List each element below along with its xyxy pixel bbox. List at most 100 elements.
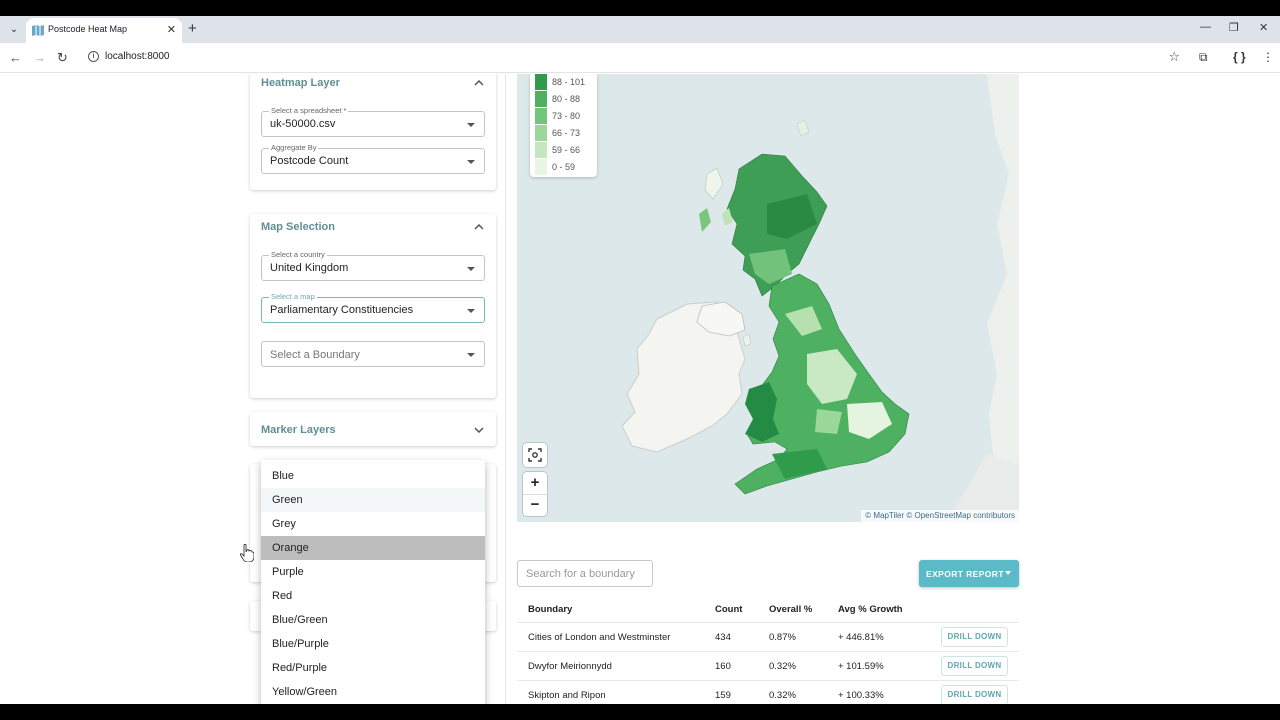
legend-swatch (535, 159, 547, 175)
url-text[interactable]: localhost:8000 (105, 51, 170, 62)
legend-item: 88 - 101 (535, 74, 597, 90)
cell-boundary: Cities of London and Westminster (528, 632, 671, 643)
tab-close-icon[interactable]: ✕ (166, 24, 176, 36)
legend-range: 59 - 66 (552, 145, 581, 155)
country-select[interactable]: Select a country United Kingdom (261, 250, 485, 281)
chevron-down-icon (1005, 571, 1011, 575)
aggregate-select[interactable]: Aggregate By Postcode Count (261, 143, 485, 174)
address-bar[interactable]: i localhost:8000 ☆ (82, 45, 1190, 70)
legend-range: 0 - 59 (552, 162, 576, 172)
cell-growth: + 100.33% (838, 690, 884, 701)
map-select[interactable]: Select a map Parliamentary Constituencie… (261, 292, 485, 323)
dropdown-option-green[interactable]: Green (261, 488, 485, 512)
dropdown-option-blue[interactable]: Blue (272, 470, 295, 482)
menu-kebab-icon[interactable]: ⋮ (1262, 50, 1274, 64)
devtools-extension-icon[interactable]: { } (1233, 50, 1246, 64)
zoom-in-button[interactable]: + (530, 474, 540, 491)
spreadsheet-value: uk-50000.csv (270, 118, 336, 130)
legend-swatch (535, 74, 547, 90)
column-header-overall[interactable]: Overall % (769, 604, 813, 615)
dropdown-option-orange[interactable]: Orange (261, 536, 485, 560)
drill-down-button[interactable]: DRILL DOWN (941, 685, 1008, 704)
column-header-boundary[interactable]: Boundary (528, 604, 573, 615)
chevron-down-icon[interactable] (474, 427, 484, 433)
legend-range: 73 - 80 (552, 111, 581, 121)
new-tab-icon[interactable]: + (188, 20, 197, 37)
browser-window: ⌄ Postcode Heat Map ✕ + — ❐ ✕ ← → ↻ i lo… (0, 16, 1280, 704)
boundary-select[interactable]: Select a Boundary (261, 341, 485, 367)
legend-swatch (535, 108, 547, 124)
dropdown-option-red[interactable]: Red (272, 590, 293, 602)
forward-icon[interactable]: → (33, 50, 46, 65)
legend-range: 88 - 101 (552, 77, 586, 87)
cell-boundary: Dwyfor Meirionnydd (528, 661, 612, 672)
spreadsheet-select[interactable]: Select a spreadsheet * uk-50000.csv (261, 106, 485, 137)
map-value: Parliamentary Constituencies (270, 304, 414, 316)
map-selection-title[interactable]: Map Selection (261, 221, 335, 233)
dropdown-option-grey[interactable]: Grey (272, 518, 296, 530)
column-header-growth[interactable]: Avg % Growth (838, 604, 903, 615)
focus-icon (528, 448, 542, 462)
boundary-placeholder: Select a Boundary (270, 349, 360, 361)
chevron-up-icon[interactable] (474, 224, 484, 230)
map-label: Select a map (269, 292, 317, 301)
caret-down-icon (467, 123, 475, 127)
cell-overall: 0.32% (769, 661, 796, 672)
panel-divider (505, 74, 506, 704)
extensions-icon[interactable]: ⧉ (1199, 50, 1208, 64)
dropdown-option-purple[interactable]: Purple (272, 566, 304, 578)
boundary-search-input[interactable]: Search for a boundary (517, 560, 653, 587)
marker-layers-title[interactable]: Marker Layers (261, 424, 336, 436)
map-favicon-icon (32, 25, 44, 36)
site-info-icon[interactable]: i (88, 51, 99, 62)
column-header-count[interactable]: Count (715, 604, 743, 615)
legend-swatch (535, 142, 547, 158)
export-report-button[interactable]: EXPORT REPORT (919, 560, 1019, 587)
heatmap-layer-title[interactable]: Heatmap Layer (261, 77, 340, 89)
bookmark-star-icon[interactable]: ☆ (1168, 49, 1180, 64)
cell-overall: 0.32% (769, 690, 796, 701)
map-attribution[interactable]: © MapTiler © OpenStreetMap contributors (861, 510, 1019, 522)
legend-item: 66 - 73 (535, 125, 597, 141)
dropdown-option-red-purple[interactable]: Red/Purple (272, 662, 328, 674)
fit-bounds-button[interactable] (523, 443, 547, 467)
browser-tab[interactable]: Postcode Heat Map ✕ (26, 18, 182, 43)
caret-down-icon (467, 353, 475, 357)
cell-count: 159 (715, 690, 731, 701)
minimize-icon[interactable]: — (1200, 21, 1211, 33)
cell-count: 160 (715, 661, 731, 672)
cell-overall: 0.87% (769, 632, 796, 643)
tab-title: Postcode Heat Map (48, 24, 128, 34)
table-row: Cities of London and Westminster 434 0.8… (517, 622, 1019, 651)
window-close-icon[interactable]: ✕ (1259, 22, 1269, 34)
search-placeholder: Search for a boundary (526, 568, 635, 580)
chevron-up-icon[interactable] (474, 80, 484, 86)
marker-layers-card: Marker Layers (250, 412, 496, 446)
map-canvas[interactable] (517, 74, 1019, 522)
dropdown-option-blue-purple[interactable]: Blue/Purple (272, 638, 329, 650)
zoom-out-button[interactable]: − (530, 496, 540, 513)
drill-down-button[interactable]: DRILL DOWN (941, 656, 1008, 676)
cell-growth: + 101.59% (838, 661, 884, 672)
caret-down-icon (467, 160, 475, 164)
legend-item: 59 - 66 (535, 142, 597, 158)
legend-range: 66 - 73 (552, 128, 581, 138)
color-dropdown-menu: Blue Green Grey Orange Purple Red Blue/G… (261, 460, 485, 704)
zoom-divider (523, 494, 547, 495)
map-selection-card: Map Selection Select a country United Ki… (250, 214, 496, 398)
browser-toolbar: ← → ↻ i localhost:8000 ☆ ⧉ { } ⋮ (0, 43, 1280, 73)
table-row: Skipton and Ripon 159 0.32% + 100.33% DR… (517, 680, 1019, 704)
caret-down-icon (467, 267, 475, 271)
map-legend: 88 - 101 80 - 88 73 - 80 66 - 73 59 - 66 (530, 74, 597, 177)
reload-icon[interactable]: ↻ (57, 50, 68, 65)
table-row: Dwyfor Meirionnydd 160 0.32% + 101.59% D… (517, 651, 1019, 680)
tab-search-icon[interactable]: ⌄ (9, 24, 19, 35)
restore-icon[interactable]: ❐ (1229, 22, 1239, 34)
zoom-control: + − (523, 472, 547, 516)
dropdown-option-blue-green[interactable]: Blue/Green (272, 614, 328, 626)
legend-swatch (535, 91, 547, 107)
dropdown-option-yellow-green[interactable]: Yellow/Green (272, 686, 338, 698)
drill-down-button[interactable]: DRILL DOWN (941, 627, 1008, 647)
back-icon[interactable]: ← (9, 50, 22, 65)
heat-map[interactable]: 88 - 101 80 - 88 73 - 80 66 - 73 59 - 66 (517, 74, 1019, 522)
